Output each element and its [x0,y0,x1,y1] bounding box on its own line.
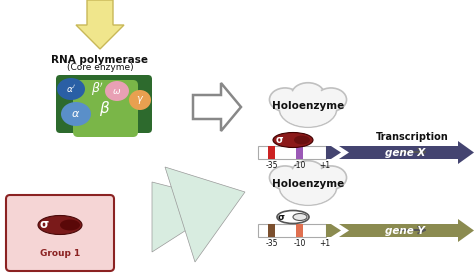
Ellipse shape [129,90,151,110]
Text: RNA polymerase: RNA polymerase [52,55,148,65]
Ellipse shape [318,168,344,188]
Ellipse shape [272,90,298,110]
Ellipse shape [60,219,80,230]
Ellipse shape [272,168,298,188]
Ellipse shape [269,166,301,189]
Text: $\omega$: $\omega$ [112,86,121,96]
Polygon shape [326,219,474,242]
Ellipse shape [273,132,313,147]
Ellipse shape [285,103,306,120]
Text: gene X: gene X [385,147,425,158]
Text: $\alpha$: $\alpha$ [72,109,81,119]
Ellipse shape [277,211,309,224]
Text: $\beta'$: $\beta'$ [91,80,105,98]
Polygon shape [326,141,474,164]
Ellipse shape [292,161,324,184]
FancyBboxPatch shape [296,146,303,159]
Text: Holoenzyme: Holoenzyme [272,101,344,111]
FancyBboxPatch shape [296,224,303,237]
Text: -35: -35 [266,161,278,170]
Ellipse shape [294,135,310,145]
Text: $\beta$: $\beta$ [100,99,110,119]
Ellipse shape [293,214,307,220]
Text: +1: +1 [319,239,330,248]
Ellipse shape [38,216,82,235]
Text: -35: -35 [266,239,278,248]
FancyBboxPatch shape [258,224,326,237]
Text: $\gamma$: $\gamma$ [136,94,144,106]
Text: (Core enzyme): (Core enzyme) [67,63,133,72]
Ellipse shape [310,181,331,198]
Ellipse shape [294,163,322,182]
FancyBboxPatch shape [56,75,152,133]
Ellipse shape [105,81,129,101]
Ellipse shape [280,91,336,127]
Text: σ: σ [39,219,48,232]
Text: $\alpha'$: $\alpha'$ [66,83,76,94]
Text: Holoenzyme: Holoenzyme [272,179,344,189]
Text: +1: +1 [319,161,330,170]
Text: σ: σ [275,135,283,145]
Ellipse shape [269,88,301,111]
Text: -10: -10 [294,161,306,170]
FancyBboxPatch shape [6,195,114,271]
Text: Transcription: Transcription [375,132,448,142]
FancyBboxPatch shape [258,146,326,159]
Ellipse shape [318,90,344,110]
Ellipse shape [308,180,333,199]
Text: -10: -10 [294,239,306,248]
Polygon shape [331,146,349,159]
Ellipse shape [285,181,306,198]
Ellipse shape [315,88,346,111]
FancyBboxPatch shape [268,146,275,159]
Text: Group 1: Group 1 [40,248,80,258]
Text: σ: σ [277,212,284,222]
Ellipse shape [292,83,324,106]
FancyBboxPatch shape [73,80,138,137]
Polygon shape [331,224,349,237]
Polygon shape [193,83,241,131]
Ellipse shape [315,166,346,189]
Polygon shape [76,0,124,49]
Text: gene Y: gene Y [385,225,425,235]
Ellipse shape [294,84,322,104]
Ellipse shape [310,103,331,120]
Ellipse shape [283,180,308,199]
Ellipse shape [308,102,333,122]
Ellipse shape [280,169,336,205]
Ellipse shape [279,91,337,127]
Polygon shape [165,167,245,262]
Polygon shape [152,182,230,252]
Ellipse shape [61,102,91,126]
FancyBboxPatch shape [268,224,275,237]
Ellipse shape [279,169,337,205]
Ellipse shape [283,102,308,122]
Ellipse shape [57,78,85,100]
